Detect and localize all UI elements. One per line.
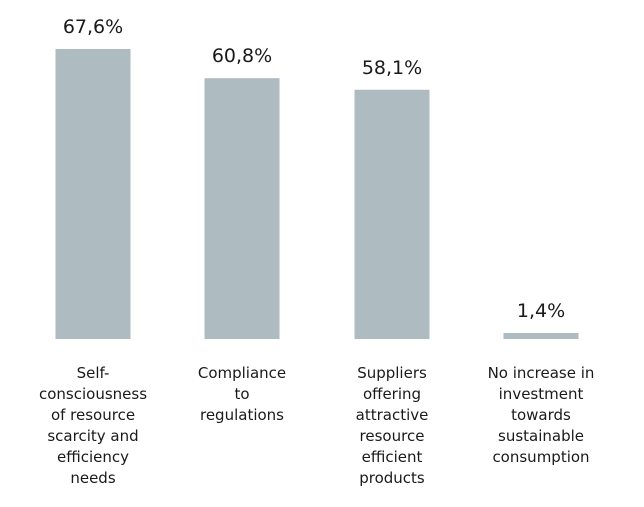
category-label-line: investment	[499, 385, 584, 403]
category-label-line: offering	[363, 385, 421, 403]
category-label-line: efficient	[362, 448, 423, 466]
category-label-4: No increase in investment towards sustainab…	[488, 364, 595, 466]
category-label-line: attractive	[356, 406, 429, 424]
category-labels-group: Self-consciousness of resource scarcity an…	[39, 364, 594, 487]
category-label-line: products	[359, 469, 425, 487]
category-label-line: Compliance	[198, 364, 286, 382]
category-label-line: of resource	[51, 406, 135, 424]
category-label-2: Compliance to regulations	[198, 364, 286, 424]
category-label-3: Suppliers offering attractive resource effic…	[356, 364, 429, 487]
bar-3	[354, 89, 430, 339]
category-label-line: sustainable	[498, 427, 584, 445]
category-label-line: regulations	[200, 406, 284, 424]
value-label-4: 1,4%	[517, 300, 565, 322]
value-labels-group: 67,6% 60,8% 58,1% 1,4%	[63, 16, 565, 322]
value-label-1: 67,6%	[63, 16, 123, 38]
category-label-line: efficiency	[57, 448, 129, 466]
bars-group	[55, 49, 579, 339]
category-label-line: Suppliers	[357, 364, 427, 382]
value-label-2: 60,8%	[212, 45, 272, 67]
category-label-line: scarcity and	[47, 427, 138, 445]
bar-2	[204, 78, 280, 339]
category-label-line: resource	[360, 427, 425, 445]
category-label-line: consciousness	[39, 385, 147, 403]
value-label-3: 58,1%	[362, 57, 422, 79]
category-label-line: needs	[70, 469, 115, 487]
category-label-line: Self-	[77, 364, 110, 382]
category-label-line: consumption	[492, 448, 589, 466]
bar-4	[503, 332, 579, 339]
category-label-line: to	[234, 385, 249, 403]
category-label-1: Self-consciousness of resource scarcity an…	[39, 364, 147, 487]
bar-1	[55, 49, 131, 339]
category-label-line: towards	[511, 406, 571, 424]
category-label-line: No increase in	[488, 364, 595, 382]
